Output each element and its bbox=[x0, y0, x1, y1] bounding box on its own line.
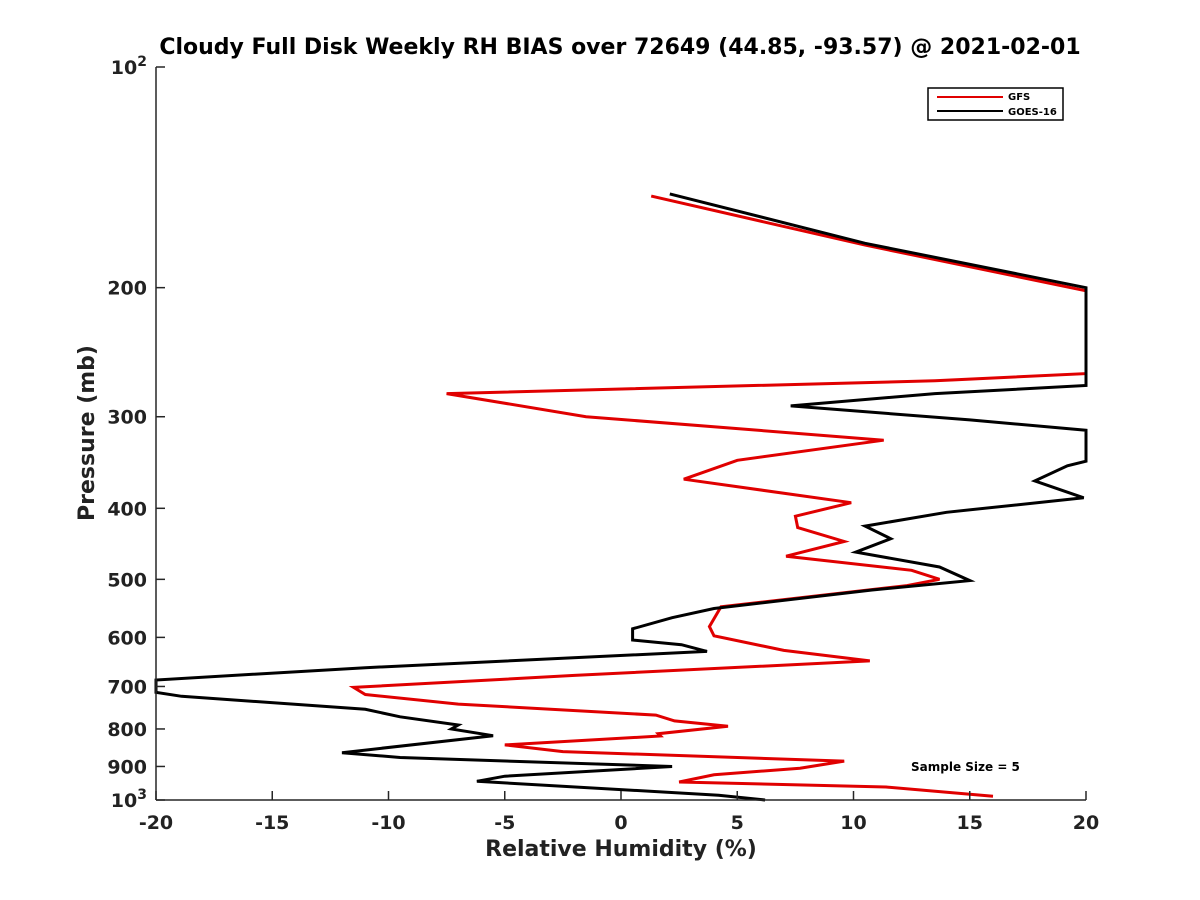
series-line-gfs bbox=[348, 194, 1088, 798]
x-tick-label: 0 bbox=[614, 812, 627, 834]
x-tick-label: -15 bbox=[255, 812, 289, 834]
x-tick-label: -5 bbox=[494, 812, 515, 834]
sample-size-annotation: Sample Size = 5 bbox=[911, 760, 1020, 774]
y-tick-label: 800 bbox=[107, 719, 147, 741]
x-tick-label: 15 bbox=[957, 812, 983, 834]
x-tick-label: 20 bbox=[1073, 812, 1099, 834]
x-tick-label: 10 bbox=[840, 812, 866, 834]
y-tick-label: 103 bbox=[111, 787, 147, 812]
y-tick-label: 102 bbox=[111, 54, 147, 79]
y-tick-label: 300 bbox=[107, 407, 147, 429]
y-tick-label: 400 bbox=[107, 498, 147, 520]
x-tick-label: -10 bbox=[371, 812, 405, 834]
chart-title: Cloudy Full Disk Weekly RH BIAS over 726… bbox=[159, 35, 1080, 60]
x-axis-label: Relative Humidity (%) bbox=[485, 837, 757, 862]
x-tick-label: -20 bbox=[139, 812, 173, 834]
y-tick-label: 200 bbox=[107, 278, 147, 300]
legend-label-gfs: GFS bbox=[1008, 92, 1030, 103]
y-tick-label: 700 bbox=[107, 676, 147, 698]
y-tick-label: 500 bbox=[107, 569, 147, 591]
x-ticks: -20 -15 -10 -5 0 5 10 15 20 bbox=[139, 791, 1099, 834]
y-tick-label: 900 bbox=[107, 756, 147, 778]
legend: GFS GOES-16 bbox=[927, 87, 1064, 121]
plot-area bbox=[156, 67, 1086, 800]
legend-label-goes-16: GOES-16 bbox=[1008, 107, 1057, 118]
y-axis-label: Pressure (mb) bbox=[75, 345, 100, 521]
y-ticks: 102 200 300 400 500 600 700 800 900 103 bbox=[107, 54, 165, 812]
legend-box bbox=[927, 87, 1064, 121]
series-layer bbox=[154, 192, 1088, 802]
x-tick-label: 5 bbox=[731, 812, 744, 834]
series-line-goes-16 bbox=[154, 192, 1088, 802]
y-tick-label: 600 bbox=[107, 627, 147, 649]
